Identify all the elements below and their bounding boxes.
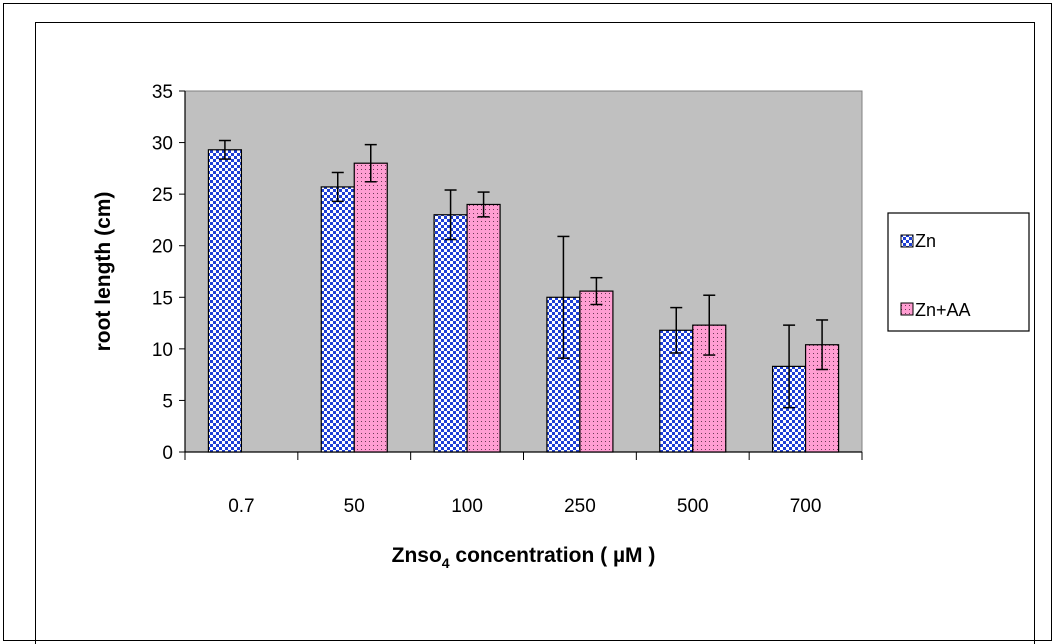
- y-tick-label: 20: [152, 237, 173, 258]
- bar-zn-aa: [353, 162, 388, 453]
- plot-area: [184, 90, 863, 453]
- x-tick-label: 500: [677, 496, 709, 517]
- y-axis-label: root length (cm): [92, 192, 115, 352]
- bar-zn-aa: [466, 203, 501, 453]
- x-axis-label: Znso4 concentration ( µM ): [392, 544, 656, 571]
- y-tick-label: 5: [162, 391, 173, 412]
- x-tick-label: 100: [451, 496, 483, 517]
- axes: 0 5 10 15 20 25 30 35 0.7 50 100 250 500 700: [152, 82, 863, 517]
- legend-label-zn: Zn: [915, 231, 936, 251]
- bar-zn: [433, 214, 468, 453]
- chart-frame: [35, 22, 1035, 644]
- y-tick-label: 0: [162, 443, 173, 464]
- outer-frame: [3, 3, 1052, 641]
- x-tick-label: 700: [790, 496, 822, 517]
- legend: Zn Zn+AA: [887, 212, 1030, 332]
- x-tick-label: 50: [344, 496, 365, 517]
- legend-label-zn-aa: Zn+AA: [915, 300, 971, 320]
- y-tick-label: 15: [152, 288, 173, 309]
- error-bars: [218, 139, 829, 409]
- x-axis-label-main: Znso: [392, 544, 442, 567]
- y-tick-label: 30: [152, 134, 173, 155]
- x-axis-label-subscript: 4: [442, 555, 450, 571]
- legend-swatch-zn: [900, 234, 914, 248]
- bar-zn: [320, 186, 355, 453]
- bar-zn-aa: [579, 290, 614, 453]
- y-tick-label: 10: [152, 340, 173, 361]
- y-tick-label: 35: [152, 82, 173, 103]
- y-tick-label: 25: [152, 185, 173, 206]
- legend-swatch-zn-aa: [900, 302, 914, 316]
- bars: [207, 149, 840, 453]
- x-tick-label: 250: [564, 496, 596, 517]
- bar-zn: [207, 149, 243, 453]
- x-tick-label: 0.7: [228, 496, 254, 517]
- x-axis-label-rest: concentration ( µM ): [450, 544, 656, 567]
